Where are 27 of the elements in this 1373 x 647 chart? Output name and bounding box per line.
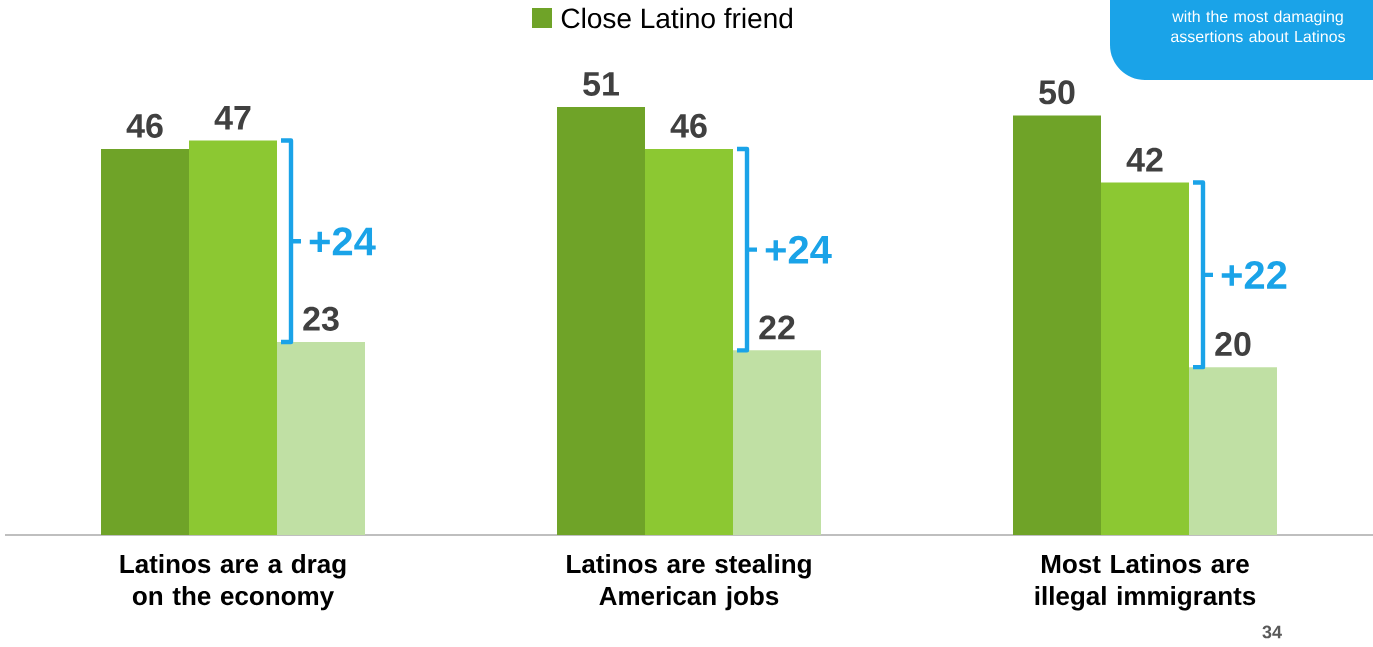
annotation: +22 [1221, 260, 1287, 289]
bar [277, 341, 366, 535]
x-tick-label: Most Latinos are illegal immigrants [1035, 554, 1256, 611]
text: 34 [1262, 625, 1282, 639]
data-label: 22 [759, 315, 795, 340]
bar [557, 107, 646, 535]
data-label: 50 [1039, 80, 1075, 105]
bar [645, 148, 734, 535]
data-label: 20 [1215, 332, 1251, 357]
data-label: 23 [303, 306, 339, 331]
annotation: +24 [309, 227, 376, 256]
bar [101, 148, 190, 535]
bar [733, 350, 822, 535]
x-tick-label: Latinos are stealing American jobs [567, 554, 811, 611]
bar [1101, 182, 1189, 535]
x-tick-label: Latinos are a drag on the economy [120, 554, 346, 611]
data-label: 42 [1126, 147, 1163, 172]
text: with the most damaging assertions about Latinos [1171, 10, 1345, 43]
bar [1189, 367, 1277, 535]
bar [1013, 115, 1101, 535]
data-label: 51 [583, 72, 619, 96]
data-label: 46 [126, 113, 163, 138]
annotation: +24 [765, 235, 832, 264]
bar [189, 140, 278, 535]
data-label: 46 [670, 113, 707, 138]
legend-label: Close Latino friend [561, 7, 793, 29]
data-label: 47 [214, 106, 251, 130]
